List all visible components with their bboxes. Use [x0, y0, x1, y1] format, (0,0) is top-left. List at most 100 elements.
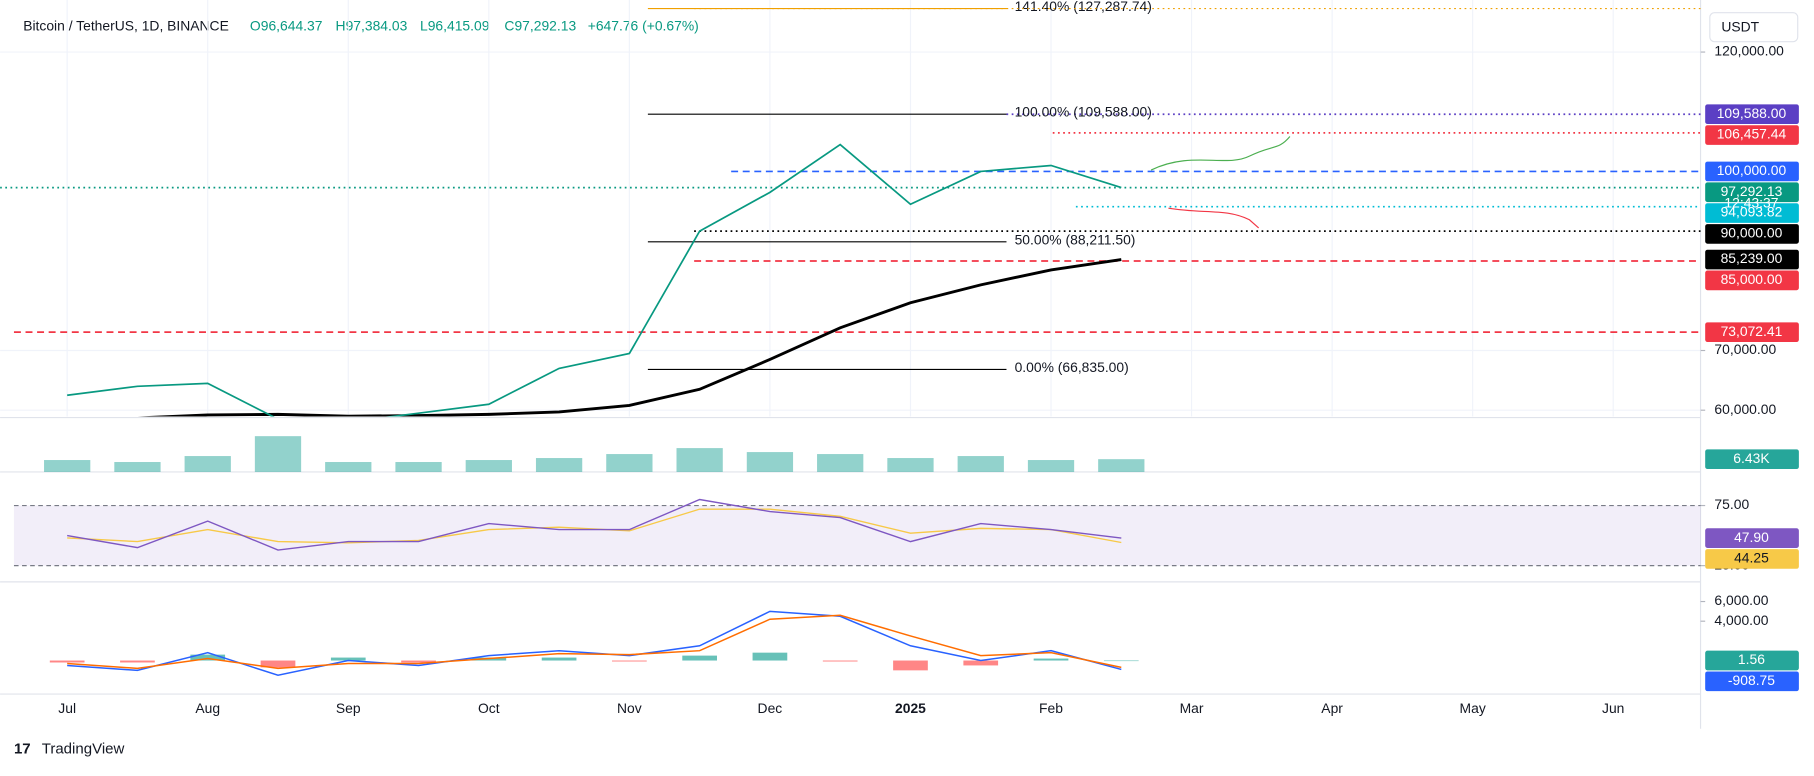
price-label: 47.90: [1734, 529, 1769, 545]
price-label-box: [1705, 671, 1799, 692]
x-tick-label: Feb: [1039, 700, 1063, 716]
x-tick-label: Sep: [336, 700, 361, 716]
x-tick-label: Jul: [58, 700, 76, 716]
price-pane: 141.40% (127,287.74) 100.00% (109,588.00)…: [0, 0, 1701, 417]
y-tick-label: 4,000.00: [1714, 612, 1768, 628]
fib-label: 0.00% (66,835.00): [1015, 359, 1129, 375]
currency-button[interactable]: [1709, 12, 1799, 43]
price-label-box: [1705, 270, 1799, 291]
price-label-box: [1705, 549, 1799, 569]
histogram-bar: [1103, 660, 1139, 662]
currency[interactable]: USDT: [1721, 18, 1759, 34]
countdown: 12:43:37: [1724, 194, 1778, 210]
price-line: [67, 143, 1122, 417]
histogram-bar: [1033, 658, 1069, 661]
x-tick-label: Jun: [1602, 700, 1624, 716]
y-tick-label: 75.00: [1714, 496, 1749, 512]
histogram-bar: [963, 660, 999, 666]
price-label-box: [1705, 449, 1799, 470]
y-tick-label: 60,000.00: [1714, 401, 1776, 417]
logo: 17: [14, 741, 31, 758]
x-tick-label: Nov: [617, 700, 642, 716]
volume-bar: [817, 454, 864, 472]
volume-bar: [746, 452, 794, 472]
price-label-box: [1705, 125, 1799, 145]
volume-bar: [606, 454, 653, 472]
x-tick-label: May: [1460, 700, 1486, 716]
price-label-box: [1705, 322, 1799, 342]
projection-down: [1168, 207, 1260, 229]
low: L96,415.09: [420, 17, 490, 33]
volume-bar: [254, 436, 302, 472]
macd-line: [67, 614, 1122, 670]
open: O96,644.37: [250, 17, 323, 33]
price-label: 73,072.41: [1721, 323, 1783, 339]
price-label: 94,093.82: [1721, 204, 1783, 220]
price-label: 6.43K: [1733, 450, 1770, 466]
volume-bar: [535, 458, 583, 472]
y-tick-label: 120,000.00: [1714, 43, 1784, 59]
price-label-box: [1705, 528, 1799, 548]
price-label: 1.56: [1738, 651, 1765, 667]
svg-text:17: 17: [14, 741, 31, 758]
volume-bar: [114, 462, 161, 472]
volume-bar: [676, 448, 723, 472]
price-label: 97,292.13: [1721, 183, 1783, 199]
volume-bar: [1098, 459, 1145, 472]
volume-bar: [325, 462, 372, 472]
price-label: 90,000.00: [1721, 225, 1783, 241]
fib-label: 141.40% (127,287.74): [1015, 0, 1152, 14]
price-label: 106,457.44: [1717, 126, 1787, 142]
volume-bar: [44, 460, 91, 472]
price-label-box: [1705, 182, 1799, 203]
x-tick-label: Dec: [758, 700, 783, 716]
price-label-box: [1705, 203, 1799, 223]
histogram-bar: [401, 660, 436, 663]
histogram-bar: [260, 660, 296, 668]
histogram-bar: [682, 655, 717, 661]
histogram-bar: [120, 660, 155, 663]
moving-average: [138, 258, 1122, 417]
x-tick-label: Aug: [195, 700, 220, 716]
price-label: -908.75: [1728, 672, 1775, 688]
volume-bar: [184, 456, 231, 472]
volume-bar: [887, 458, 934, 472]
projection-up: [1150, 136, 1291, 171]
histogram-bar: [49, 660, 85, 663]
price-label-box: [1705, 249, 1799, 270]
volume-bar: [957, 456, 1004, 472]
price-label: 109,588.00: [1717, 105, 1787, 121]
fib-label: 100.00% (109,588.00): [1015, 104, 1152, 120]
histogram-bar: [752, 652, 788, 661]
volume-bar: [465, 460, 512, 472]
histogram-bar: [893, 660, 928, 671]
x-tick-label: Oct: [478, 700, 500, 716]
price-label-box: [1705, 650, 1799, 671]
x-tick-label: Apr: [1321, 700, 1343, 716]
high: H97,384.03: [336, 17, 408, 33]
volume-bar: [1027, 460, 1075, 472]
price-label-box: [1705, 224, 1799, 244]
price-label: 44.25: [1734, 550, 1769, 566]
y-tick-label: 70,000.00: [1714, 341, 1776, 357]
price-label: 85,239.00: [1721, 250, 1783, 266]
rsi-band: [13, 505, 1701, 566]
x-tick-label: 2025: [895, 700, 926, 716]
footer: TradingView: [42, 741, 125, 758]
rsi-line: [67, 498, 1122, 551]
fib-label: 50.00% (88,211.50): [1015, 231, 1136, 247]
y-tick-label: 6,000.00: [1714, 592, 1768, 608]
close: C97,292.13: [504, 17, 576, 33]
change: +647.76 (+0.67%): [588, 17, 699, 33]
histogram-bar: [541, 657, 577, 661]
histogram-bar: [822, 660, 858, 662]
x-tick-label: Mar: [1180, 700, 1204, 716]
histogram-bar: [330, 657, 366, 661]
price-label-box: [1705, 104, 1799, 125]
histogram-bar: [612, 660, 647, 662]
price-label: 85,000.00: [1721, 271, 1783, 287]
price-label-box: [1705, 161, 1799, 182]
